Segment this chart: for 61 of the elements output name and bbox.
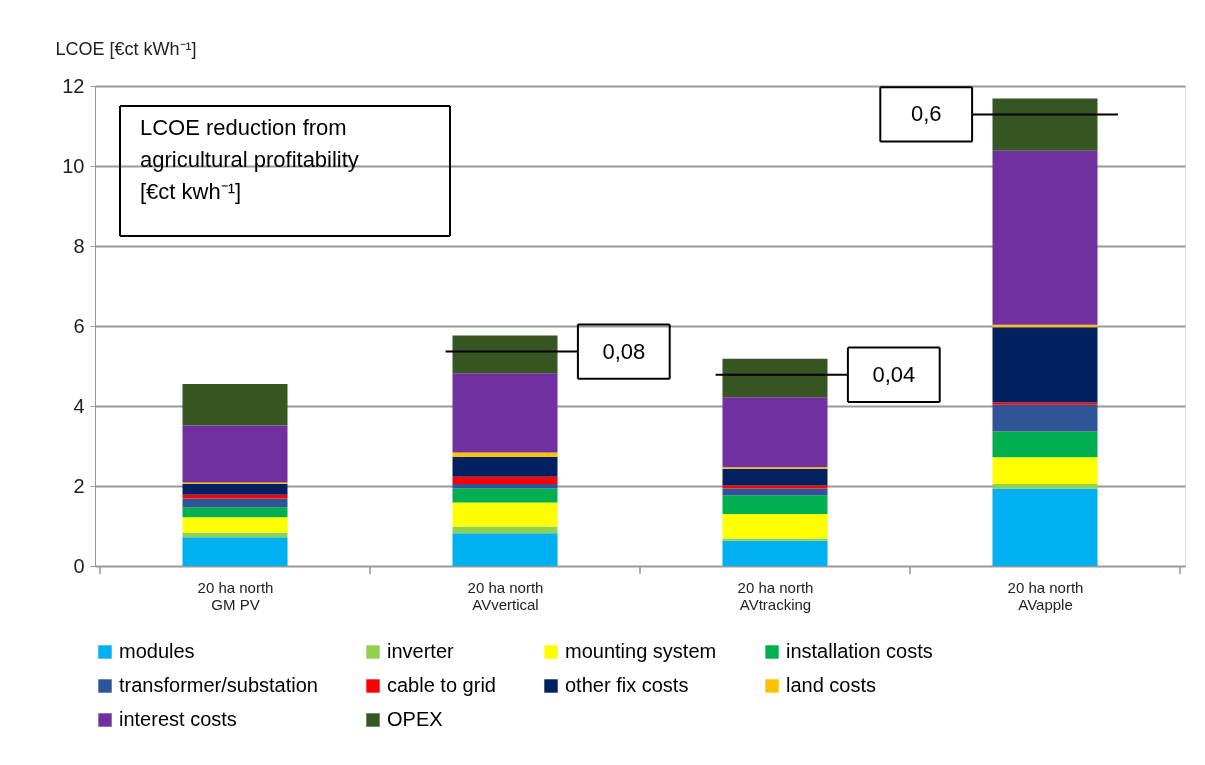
bar: [182, 384, 288, 426]
bar: [722, 540, 828, 566]
bar: [722, 514, 828, 539]
legend-label: land costs: [786, 674, 877, 696]
bar: [182, 507, 288, 518]
bar: [452, 533, 558, 566]
legend-label: modules: [119, 640, 195, 662]
legend-label: inverter: [387, 640, 455, 662]
bar: [452, 484, 558, 489]
bar: [992, 402, 1098, 405]
bar: [992, 457, 1098, 484]
bar: [452, 452, 558, 457]
bar: [452, 373, 558, 453]
y-tick-label: 12: [62, 74, 85, 97]
bar: [722, 488, 828, 496]
bar: [992, 488, 1098, 566]
y-tick-label: 8: [73, 234, 85, 257]
legend-label: other fix costs: [565, 674, 689, 696]
bar: [992, 327, 1098, 403]
bar: [722, 397, 828, 468]
x-tick-label: 20 ha north AVvertical: [467, 578, 544, 613]
y-tick-label: 6: [73, 314, 85, 337]
bar: [182, 532, 288, 538]
bar: [992, 98, 1098, 151]
y-tick-label: 10: [62, 154, 85, 177]
x-tick-label: 20 ha north AVapple: [1007, 578, 1084, 613]
annotation: LCOE reduction from agricultural profitability [€ct kwh⁻¹]: [140, 115, 359, 204]
bar: [452, 488, 558, 503]
bar: [722, 468, 828, 486]
x-tick-label: 20 ha north AVtracking: [737, 578, 814, 613]
bar: [992, 404, 1098, 432]
bar: [722, 358, 828, 398]
bar: [722, 495, 828, 514]
y-tick-label: 4: [73, 394, 85, 417]
annotation: 0,04: [872, 361, 916, 387]
legend-label: installation costs: [786, 640, 933, 662]
annotation: 0,6: [910, 101, 942, 127]
bar: [452, 335, 558, 374]
bar: [992, 431, 1098, 458]
y-tick-label: 0: [73, 554, 85, 577]
bar: [182, 498, 288, 508]
x-tick-label: 20 ha north GM PV: [197, 578, 274, 613]
bar: [182, 517, 288, 533]
legend-label: OPEX: [387, 708, 443, 730]
legend-label: interest costs: [119, 708, 237, 730]
bar: [722, 538, 828, 541]
bar: [452, 456, 558, 477]
bar: [452, 526, 558, 534]
legend-label: cable to grid: [387, 674, 496, 696]
annotation: 0,08: [602, 338, 646, 364]
bar: [182, 425, 288, 483]
bar: [182, 484, 288, 495]
legend-label: transformer/substation: [119, 674, 318, 696]
y-tick-label: 2: [73, 474, 85, 497]
bar: [992, 150, 1098, 325]
bar: [452, 502, 558, 527]
bar: [452, 476, 558, 484]
bar: [182, 537, 288, 566]
y-axis-title: LCOE [€ct kWh⁻¹]: [55, 38, 197, 59]
bar: [992, 484, 1098, 489]
legend-label: mounting system: [565, 640, 717, 662]
